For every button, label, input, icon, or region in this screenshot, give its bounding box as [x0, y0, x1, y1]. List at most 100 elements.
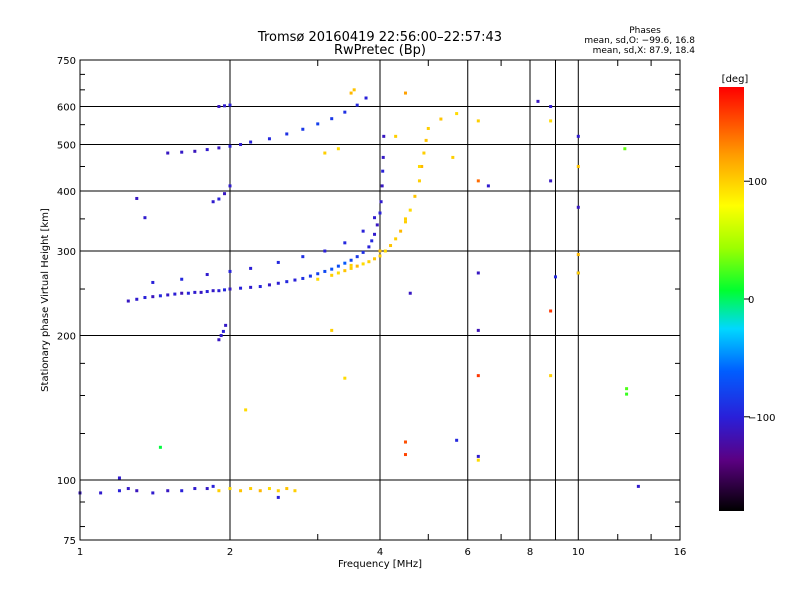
data-point-o [276, 281, 280, 285]
data-point-x [330, 273, 334, 277]
data-point-o [186, 291, 190, 295]
x-tick-label: 16 [674, 547, 687, 558]
data-point-o [205, 290, 209, 294]
data-point-o [308, 274, 312, 278]
data-point-o [549, 179, 553, 183]
data-point-o [211, 484, 215, 488]
data-point-o [239, 143, 243, 147]
data-point-o [166, 293, 170, 297]
stats-heading: Phases [629, 26, 661, 36]
data-point-x [258, 489, 262, 493]
data-point-x [403, 440, 407, 444]
data-point-o [205, 273, 209, 277]
data-point-o [486, 184, 490, 188]
colorbar-ticks: 100 0 −100 [744, 177, 775, 424]
data-point-o [536, 99, 540, 103]
chart-title: Tromsø 20160419 22:56:00–22:57:43 [257, 30, 502, 45]
data-point-o [126, 299, 130, 303]
data-point-x [285, 487, 289, 491]
data-point-o [211, 289, 215, 293]
colorbar-tick-label: −100 [748, 413, 775, 424]
data-point-o [267, 283, 271, 287]
data-point-o [364, 96, 368, 100]
data-point-o [135, 297, 139, 301]
data-point-o [576, 134, 580, 138]
data-point-x [352, 88, 356, 92]
data-point-o [361, 229, 365, 233]
data-point-o [228, 184, 232, 188]
data-point-x [576, 253, 580, 257]
data-point-x [403, 217, 407, 221]
data-point-x [476, 119, 480, 123]
data-point-x [373, 257, 377, 261]
data-point-x [349, 91, 353, 95]
data-point-o [343, 241, 347, 245]
data-point-o [343, 261, 347, 265]
data-point-o [336, 264, 340, 268]
colorbar-label: [deg] [722, 74, 749, 85]
data-point-x [349, 263, 353, 267]
data-point-x [426, 126, 430, 130]
data-point-o [223, 288, 227, 292]
plot-points [78, 88, 640, 499]
plot-grid [80, 60, 680, 540]
data-point-o [180, 150, 184, 154]
data-point-o [193, 487, 197, 491]
colorbar-tick-label: 100 [748, 177, 767, 188]
data-point-x [625, 387, 629, 391]
x-tick-label: 2 [227, 547, 233, 558]
data-point-x [476, 458, 480, 462]
data-point-x [576, 271, 580, 275]
data-point-o [228, 269, 232, 273]
data-point-x [394, 237, 398, 241]
data-point-o [293, 278, 297, 282]
data-point-o [276, 495, 280, 499]
data-point-x [383, 249, 387, 253]
data-point-x [355, 264, 359, 268]
data-point-o [323, 269, 327, 273]
data-point-o [135, 489, 139, 493]
data-point-o [370, 239, 374, 243]
data-point-o [330, 267, 334, 271]
data-point-o [151, 491, 155, 495]
data-point-o [166, 489, 170, 493]
data-point-o [349, 258, 353, 262]
x-tick-label: 4 [377, 547, 383, 558]
data-point-o [316, 122, 320, 126]
data-point-o [180, 489, 184, 493]
data-point-x [293, 489, 297, 493]
data-point-x [403, 91, 407, 95]
data-point-o [158, 294, 162, 298]
data-point-o [228, 287, 232, 291]
data-point-x [420, 164, 424, 168]
data-point-o [455, 438, 459, 442]
data-point-x [367, 260, 371, 264]
y-tick-label: 500 [57, 141, 76, 152]
data-point-o [205, 487, 209, 491]
data-point-o [151, 280, 155, 284]
data-point-x [417, 179, 421, 183]
data-point-o [267, 137, 271, 141]
chart-subtitle: RwPretec (Bp) [334, 43, 426, 58]
data-point-x [399, 229, 403, 233]
data-point-o [378, 211, 382, 215]
data-point-x [228, 487, 232, 491]
data-point-o [343, 110, 347, 114]
data-point-o [223, 104, 227, 108]
data-point-o [316, 272, 320, 276]
colorbar-tick-label: 0 [748, 295, 754, 306]
data-point-o [199, 290, 203, 294]
data-point-x [413, 194, 417, 198]
y-tick-label: 300 [57, 247, 76, 258]
data-point-o [205, 148, 209, 152]
x-axis-label: Frequency [MHz] [338, 559, 422, 570]
data-point-o [217, 289, 221, 293]
data-point-o [301, 276, 305, 280]
data-point-o [373, 232, 377, 236]
data-point-o [249, 140, 253, 144]
data-point-x [378, 254, 382, 258]
data-point-o [217, 105, 221, 109]
data-point-o [549, 105, 553, 109]
data-point-o [180, 277, 184, 281]
